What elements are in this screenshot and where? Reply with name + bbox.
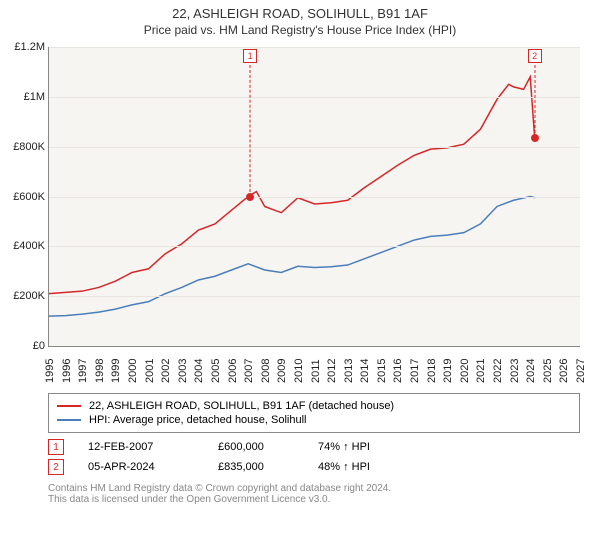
legend-swatch-property — [57, 405, 81, 407]
x-axis-label: 2020 — [459, 359, 471, 383]
series-line-property — [49, 77, 535, 294]
sale-marker-in-chart: 1 — [243, 49, 257, 63]
series-line-hpi — [49, 197, 535, 317]
sale-date: 12-FEB-2007 — [88, 441, 218, 453]
sale-price: £600,000 — [218, 441, 318, 453]
legend-label-hpi: HPI: Average price, detached house, Soli… — [89, 414, 307, 426]
gridline — [49, 97, 580, 98]
x-axis-label: 1999 — [110, 359, 122, 383]
x-axis-label: 2005 — [210, 359, 222, 383]
x-axis-label: 2001 — [144, 359, 156, 383]
x-axis-label: 2004 — [193, 359, 205, 383]
x-axis-label: 1995 — [44, 359, 56, 383]
y-axis-label: £600K — [5, 191, 49, 203]
chart-subtitle: Price paid vs. HM Land Registry's House … — [0, 23, 600, 37]
x-axis-label: 2011 — [310, 359, 322, 383]
legend-label-property: 22, ASHLEIGH ROAD, SOLIHULL, B91 1AF (de… — [89, 400, 394, 412]
x-axis-label: 2027 — [575, 359, 587, 383]
x-axis-label: 1997 — [77, 359, 89, 383]
footer-line: This data is licensed under the Open Gov… — [48, 494, 580, 505]
x-axis-label: 2009 — [276, 359, 288, 383]
y-axis-label: £400K — [5, 240, 49, 252]
sale-date: 05-APR-2024 — [88, 461, 218, 473]
x-axis-label: 2002 — [160, 359, 172, 383]
x-axis-label: 1996 — [61, 359, 73, 383]
sale-row: 2 05-APR-2024 £835,000 48% ↑ HPI — [48, 459, 580, 475]
sale-price: £835,000 — [218, 461, 318, 473]
x-axis-label: 2008 — [260, 359, 272, 383]
x-axis-label: 2010 — [293, 359, 305, 383]
legend-item-property: 22, ASHLEIGH ROAD, SOLIHULL, B91 1AF (de… — [57, 400, 571, 412]
x-axis-label: 2018 — [426, 359, 438, 383]
sale-marker-icon: 2 — [48, 459, 64, 475]
sale-marker-in-chart: 2 — [528, 49, 542, 63]
y-axis-label: £0 — [5, 340, 49, 352]
x-axis-label: 2024 — [525, 359, 537, 383]
x-axis-label: 2012 — [326, 359, 338, 383]
footer-attribution: Contains HM Land Registry data © Crown c… — [48, 483, 580, 505]
sale-dot — [246, 193, 254, 201]
x-axis-label: 2006 — [227, 359, 239, 383]
sale-dot — [531, 134, 539, 142]
x-axis-label: 2026 — [558, 359, 570, 383]
x-axis-label: 1998 — [94, 359, 106, 383]
x-axis-label: 2023 — [509, 359, 521, 383]
sale-hpi-pct: 74% ↑ HPI — [318, 441, 428, 453]
gridline — [49, 296, 580, 297]
x-axis-label: 2019 — [442, 359, 454, 383]
x-axis-label: 2003 — [177, 359, 189, 383]
sale-marker-icon: 1 — [48, 439, 64, 455]
y-axis-label: £200K — [5, 290, 49, 302]
chart-title-block: 22, ASHLEIGH ROAD, SOLIHULL, B91 1AF Pri… — [0, 0, 600, 39]
sale-hpi-pct: 48% ↑ HPI — [318, 461, 428, 473]
gridline — [49, 47, 580, 48]
legend-swatch-hpi — [57, 419, 81, 421]
x-axis-label: 2025 — [542, 359, 554, 383]
x-axis-labels: 1995199619971998199920002001200220032004… — [48, 347, 580, 389]
x-axis-label: 2016 — [392, 359, 404, 383]
x-axis-label: 2017 — [409, 359, 421, 383]
x-axis-label: 2000 — [127, 359, 139, 383]
chart-title: 22, ASHLEIGH ROAD, SOLIHULL, B91 1AF — [0, 6, 600, 21]
legend-item-hpi: HPI: Average price, detached house, Soli… — [57, 414, 571, 426]
y-axis-label: £800K — [5, 141, 49, 153]
sale-row: 1 12-FEB-2007 £600,000 74% ↑ HPI — [48, 439, 580, 455]
x-axis-label: 2014 — [359, 359, 371, 383]
footer-line: Contains HM Land Registry data © Crown c… — [48, 483, 580, 494]
sales-table: 1 12-FEB-2007 £600,000 74% ↑ HPI 2 05-AP… — [48, 439, 580, 475]
gridline — [49, 246, 580, 247]
x-axis-label: 2015 — [376, 359, 388, 383]
gridline — [49, 197, 580, 198]
sale-dashline — [250, 65, 251, 197]
y-axis-label: £1.2M — [5, 41, 49, 53]
x-axis-label: 2013 — [343, 359, 355, 383]
x-axis-label: 2007 — [243, 359, 255, 383]
y-axis-label: £1M — [5, 91, 49, 103]
gridline — [49, 147, 580, 148]
x-axis-label: 2021 — [475, 359, 487, 383]
sale-dashline — [534, 65, 535, 138]
legend: 22, ASHLEIGH ROAD, SOLIHULL, B91 1AF (de… — [48, 393, 580, 433]
chart-plot-area: £0£200K£400K£600K£800K£1M£1.2M12 — [48, 47, 580, 347]
x-axis-label: 2022 — [492, 359, 504, 383]
